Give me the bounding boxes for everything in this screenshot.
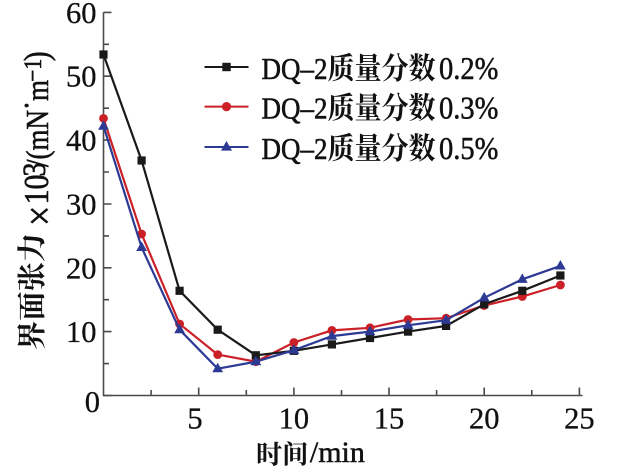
svg-text:0: 0 (85, 385, 100, 419)
svg-text:/min: /min (310, 436, 365, 469)
svg-text:DQ–2: DQ–2 (262, 92, 328, 126)
svg-text:50: 50 (66, 60, 97, 94)
svg-text:10: 10 (66, 315, 97, 349)
svg-text:0.3%: 0.3% (439, 90, 498, 126)
svg-text:60: 60 (66, 0, 97, 30)
svg-text:0.2%: 0.2% (439, 50, 498, 86)
svg-text:×: × (16, 206, 63, 226)
svg-text:10: 10 (279, 402, 310, 436)
svg-text:DQ–2: DQ–2 (262, 132, 328, 166)
svg-text:20: 20 (66, 251, 97, 285)
svg-text:0.5%: 0.5% (439, 130, 498, 166)
svg-text:): ) (18, 51, 57, 61)
svg-text:−1: −1 (20, 59, 48, 82)
svg-text:25: 25 (564, 402, 595, 436)
svg-text:10: 10 (18, 175, 57, 205)
svg-text:DQ–2: DQ–2 (262, 52, 328, 86)
svg-text:15: 15 (374, 402, 405, 436)
svg-text:20: 20 (469, 402, 500, 436)
svg-text:5: 5 (187, 402, 202, 436)
svg-text:40: 40 (66, 124, 97, 158)
svg-text:30: 30 (66, 188, 97, 222)
svg-text:3: 3 (16, 162, 53, 176)
